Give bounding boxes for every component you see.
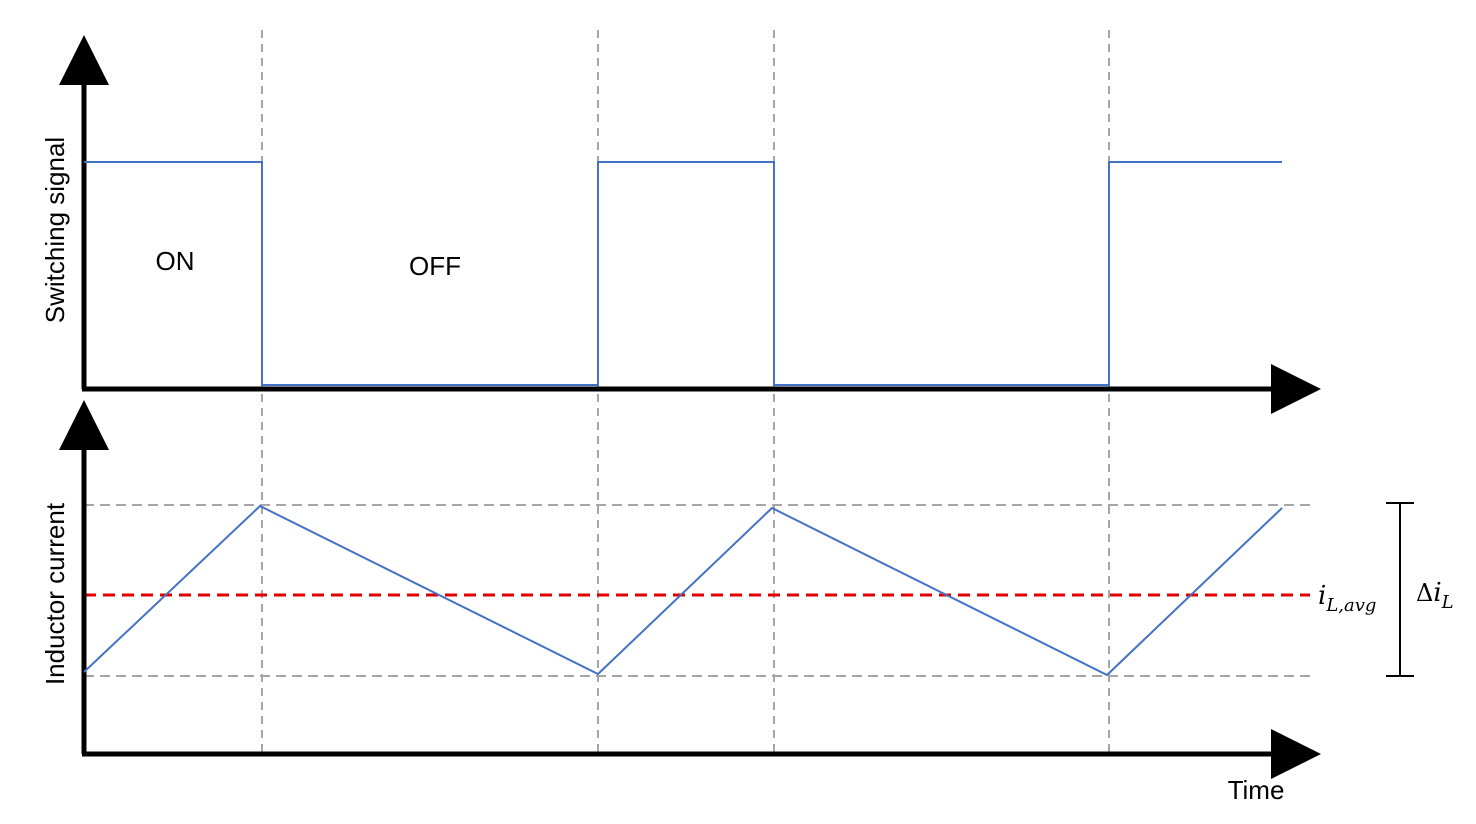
ripple-label: ΔiL [1416,578,1454,613]
inductor-current-waveform [83,504,1283,677]
current-bound-guides [84,504,1310,677]
on-label: ON [156,246,195,276]
switching-signal-waveform [84,161,1282,386]
time-xlabel: Time [1228,775,1285,805]
bottom-axes [59,400,1321,779]
inductor-current-ylabel: Inductor current [40,502,70,685]
ripple-bracket [1386,502,1414,677]
off-label: OFF [409,251,461,281]
top-axes [59,35,1321,414]
switching-signal-ylabel: Switching signal [40,137,70,323]
average-current-label: iL,avg [1318,581,1376,616]
